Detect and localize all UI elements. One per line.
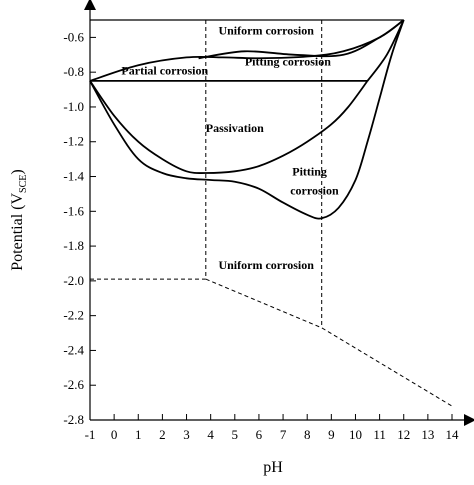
- y-tick-label: -0.8: [63, 64, 84, 79]
- curve-inner-lower: [89, 80, 369, 174]
- y-tick-label: -2.4: [63, 342, 84, 357]
- x-tick-label: 11: [373, 427, 386, 442]
- curve-outer-lower: [89, 19, 405, 220]
- x-tick-label: 12: [397, 427, 410, 442]
- region-label-uniform-bottom: Uniform corrosion: [218, 258, 314, 272]
- y-tick-label: -0.6: [63, 29, 84, 44]
- region-label-passivation: Passivation: [206, 121, 264, 135]
- x-tick-label: 6: [256, 427, 263, 442]
- y-axis-title: Potential (VSCE): [9, 169, 29, 270]
- x-tick-label: 7: [280, 427, 287, 442]
- y-tick-label: -2.0: [63, 273, 84, 288]
- x-tick-label: 5: [232, 427, 239, 442]
- x-tick-label: 13: [421, 427, 434, 442]
- x-tick-label: 14: [446, 427, 460, 442]
- dashed-line-sloped-lower: [205, 278, 453, 407]
- region-label-uniform-top: Uniform corrosion: [218, 23, 314, 37]
- curve-top-boundary: [89, 19, 405, 82]
- y-tick-label: -2.8: [63, 412, 84, 427]
- y-tick-label: -1.2: [63, 134, 84, 149]
- x-axis-title: pH: [263, 459, 283, 476]
- region-label-pitting-lower-1: Pitting: [292, 164, 327, 178]
- x-tick-label: 3: [183, 427, 190, 442]
- x-tick-label: 10: [349, 427, 362, 442]
- y-tick-label: -1.0: [63, 99, 84, 114]
- x-tick-label: 2: [159, 427, 166, 442]
- y-tick-label: -1.6: [63, 203, 84, 218]
- curve-pitting-upper: [198, 19, 405, 60]
- plot-area: -0.6 -0.8 -1.0 -1.2 -1.4 -1.6 -1.8 -2.0 -2.2 -2.4…: [9, 0, 474, 476]
- x-tick-label: 8: [304, 427, 311, 442]
- x-tick-label: 4: [207, 427, 214, 442]
- x-tick-label: 9: [328, 427, 335, 442]
- region-label-pitting-top: Pitting corrosion: [245, 55, 331, 69]
- region-label-partial: Partial corrosion: [121, 63, 208, 77]
- x-tick-label: 1: [135, 427, 142, 442]
- x-tick-label: -1: [85, 427, 96, 442]
- y-tick-label: -1.8: [63, 238, 84, 253]
- y-tick-label: -2.2: [63, 308, 84, 323]
- y-tick-label: -1.4: [63, 169, 84, 184]
- y-tick-label: -2.6: [63, 377, 84, 392]
- curve-passivation-right: [366, 19, 405, 82]
- x-tick-label: 0: [111, 427, 118, 442]
- region-label-pitting-lower-2: corrosion: [290, 183, 339, 197]
